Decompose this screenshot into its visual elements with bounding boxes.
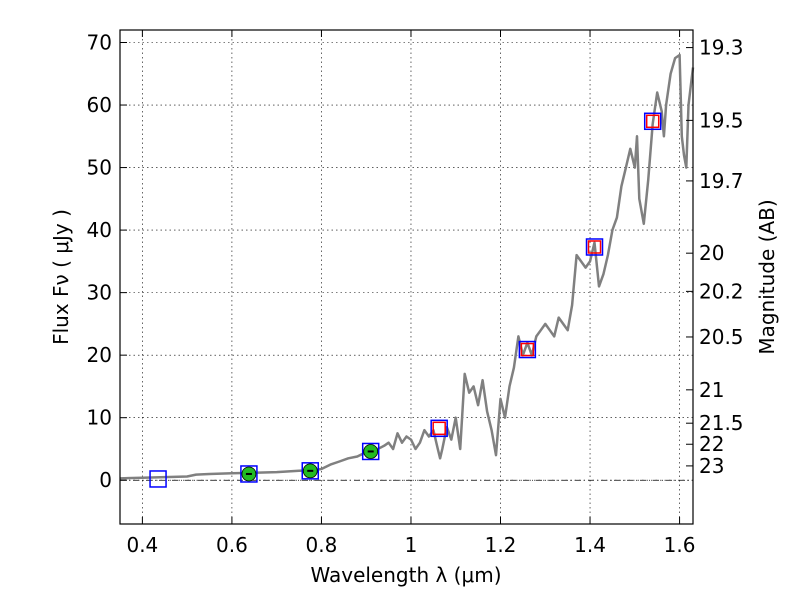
magnitude-tick-label: 19.5 xyxy=(699,108,744,132)
y-tick-label: 40 xyxy=(87,218,112,242)
x-tick-label: 1.6 xyxy=(664,533,696,557)
magnitude-tick-label: 20 xyxy=(699,241,724,265)
x-tick-label: 1.4 xyxy=(574,533,606,557)
magnitude-tick-label: 21 xyxy=(699,378,724,402)
x-tick-label: 1.2 xyxy=(485,533,517,557)
magnitude-tick-label: 19.3 xyxy=(699,36,744,60)
y-tick-label: 30 xyxy=(87,281,112,305)
x-tick-label: 0.6 xyxy=(216,533,248,557)
photometry-point-red xyxy=(520,342,535,357)
x-axis-label: Wavelength λ (μm) xyxy=(310,563,501,587)
magnitude-tick-label: 23 xyxy=(699,454,724,478)
x-tick-label: 0.4 xyxy=(126,533,158,557)
magnitude-tick-label: 20.2 xyxy=(699,279,744,303)
y-axis-ticks: 0 10 20 30 40 50 60 70 xyxy=(87,31,127,492)
magnitude-tick-label: 21.5 xyxy=(699,411,744,435)
magnitude-tick-label: 19.7 xyxy=(699,169,744,193)
magnitude-tick-label: 22 xyxy=(699,432,724,456)
magnitude-tick-label: 20.5 xyxy=(699,325,744,349)
photometry-point-blue xyxy=(518,340,537,359)
y-tick-label: 0 xyxy=(99,468,112,492)
photometry-point-red xyxy=(587,240,602,254)
magnitude-axis-label: Magnitude (AB) xyxy=(755,199,779,354)
photometry-point-blue xyxy=(149,470,167,488)
photometry-point-blue xyxy=(301,462,320,480)
x-tick-label: 1 xyxy=(405,533,418,557)
photometry-point-blue xyxy=(361,442,380,461)
data-series xyxy=(119,53,695,488)
y-tick-label: 10 xyxy=(87,406,112,430)
spectrum-line xyxy=(119,53,695,480)
y-axis-label: Flux Fν ( μJy ) xyxy=(49,209,73,345)
y-tick-label: 70 xyxy=(87,31,112,55)
y-tick-label: 20 xyxy=(87,343,112,367)
photometry-point-blue xyxy=(585,238,604,256)
plot-frame xyxy=(119,29,694,525)
photometry-point-blue xyxy=(240,465,258,483)
x-tick-label: 0.8 xyxy=(306,533,338,557)
x-axis-ticks: 0.4 0.6 0.8 1 1.2 1.4 1.6 xyxy=(126,30,695,557)
y-tick-label: 60 xyxy=(87,93,112,117)
photometry-point-blue xyxy=(643,112,662,131)
y-tick-label: 50 xyxy=(87,156,112,180)
photometry-point-red xyxy=(432,421,446,436)
photometry-point-blue xyxy=(430,419,448,438)
photometry-point-red xyxy=(645,114,660,129)
